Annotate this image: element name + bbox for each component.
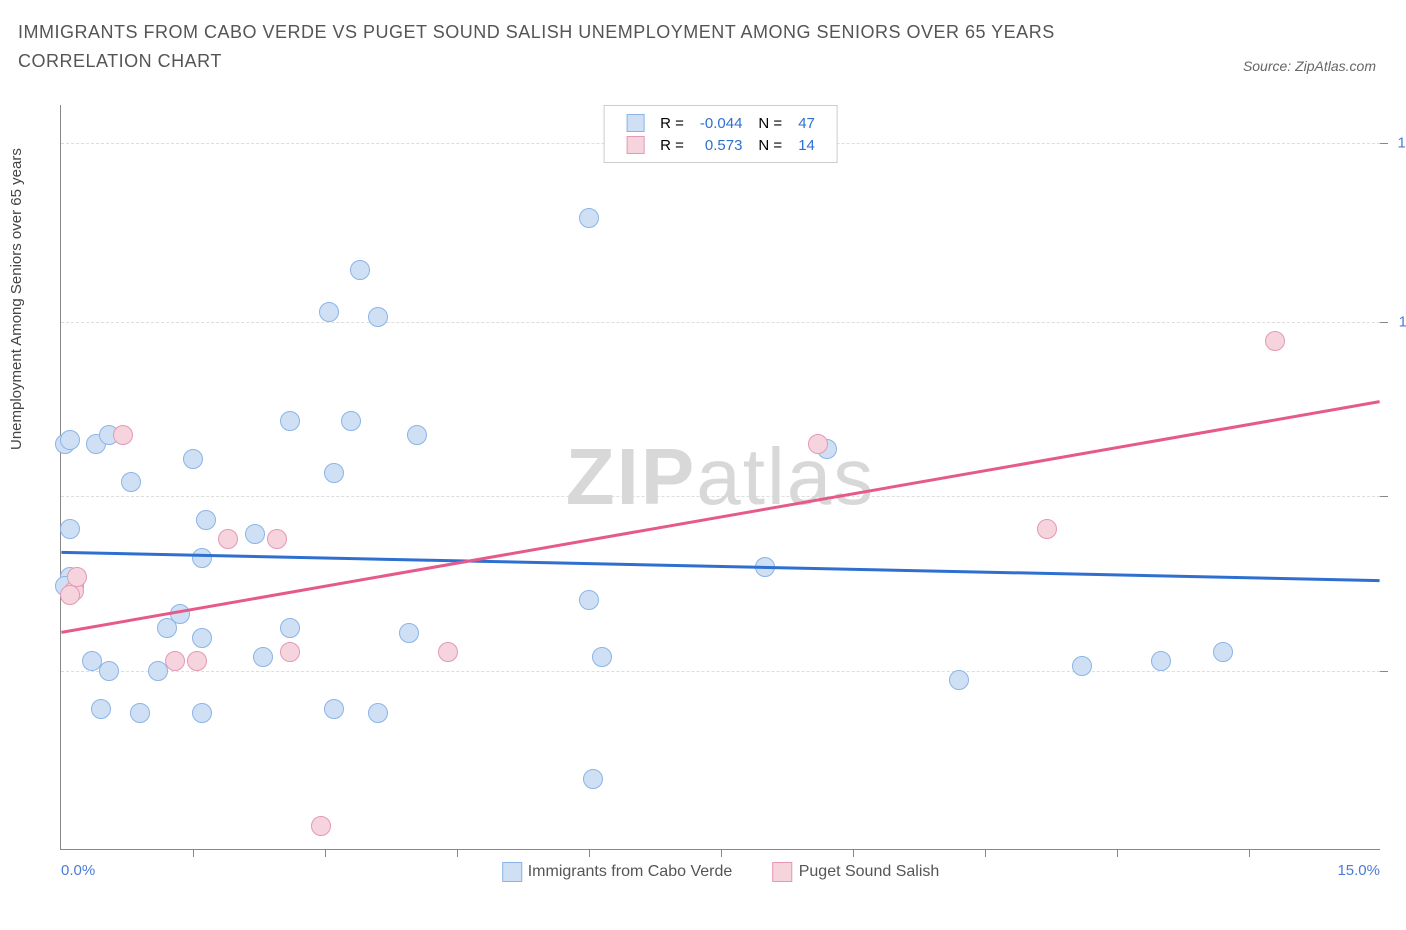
legend-series: Immigrants from Cabo Verde Puget Sound S… (484, 862, 958, 882)
gridline (61, 322, 1380, 323)
data-point (187, 651, 207, 671)
swatch-series-b (626, 136, 644, 154)
data-point (67, 567, 87, 587)
data-point (82, 651, 102, 671)
data-point (341, 411, 361, 431)
data-point (350, 260, 370, 280)
legend-row-series-a: R = -0.044 N = 47 (618, 112, 823, 134)
x-tick-mark (853, 849, 854, 857)
x-tick-mark (457, 849, 458, 857)
y-tick-mark (1380, 322, 1388, 323)
data-point (192, 628, 212, 648)
data-point (165, 651, 185, 671)
x-tick-min: 0.0% (61, 862, 95, 879)
data-point (319, 302, 339, 322)
data-point (91, 699, 111, 719)
legend-stats: R = -0.044 N = 47 R = 0.573 N = 14 (603, 105, 838, 163)
data-point (192, 548, 212, 568)
r-label: R = (652, 112, 692, 134)
data-point (60, 585, 80, 605)
data-point (1151, 651, 1171, 671)
data-point (399, 623, 419, 643)
data-point (311, 816, 331, 836)
data-point (808, 434, 828, 454)
data-point (280, 411, 300, 431)
regression-line (61, 552, 1379, 580)
data-point (130, 703, 150, 723)
data-point (196, 510, 216, 530)
data-point (755, 557, 775, 577)
data-point (113, 425, 133, 445)
r-value-b: 0.573 (692, 134, 751, 156)
data-point (280, 642, 300, 662)
n-label: N = (750, 134, 790, 156)
data-point (192, 703, 212, 723)
scatter-chart: ZIPatlas R = -0.044 N = 47 R = 0.573 N =… (60, 105, 1380, 850)
data-point (157, 618, 177, 638)
data-point (253, 647, 273, 667)
x-tick-mark (1117, 849, 1118, 857)
swatch-series-a-icon (502, 862, 522, 882)
gridline (61, 671, 1380, 672)
data-point (245, 524, 265, 544)
data-point (949, 670, 969, 690)
y-tick-label: 11.2% (1399, 313, 1406, 330)
x-tick-mark (193, 849, 194, 857)
data-point (121, 472, 141, 492)
chart-title: IMMIGRANTS FROM CABO VERDE VS PUGET SOUN… (18, 18, 1118, 76)
data-point (324, 463, 344, 483)
x-tick-mark (589, 849, 590, 857)
data-point (407, 425, 427, 445)
x-tick-mark (985, 849, 986, 857)
series-b-name: Puget Sound Salish (799, 863, 940, 880)
data-point (60, 430, 80, 450)
data-point (438, 642, 458, 662)
data-point (592, 647, 612, 667)
data-point (579, 208, 599, 228)
data-point (1072, 656, 1092, 676)
data-point (1037, 519, 1057, 539)
x-tick-mark (721, 849, 722, 857)
data-point (368, 307, 388, 327)
x-tick-max: 15.0% (1337, 862, 1380, 879)
data-point (1265, 331, 1285, 351)
swatch-series-b-icon (773, 862, 793, 882)
data-point (267, 529, 287, 549)
data-point (1213, 642, 1233, 662)
r-value-a: -0.044 (692, 112, 751, 134)
swatch-series-a (626, 114, 644, 132)
data-point (583, 769, 603, 789)
x-tick-mark (1249, 849, 1250, 857)
data-point (60, 519, 80, 539)
source-attribution: Source: ZipAtlas.com (1243, 58, 1376, 74)
data-point (324, 699, 344, 719)
data-point (579, 590, 599, 610)
n-label: N = (750, 112, 790, 134)
data-point (183, 449, 203, 469)
data-point (280, 618, 300, 638)
data-point (368, 703, 388, 723)
x-tick-mark (325, 849, 326, 857)
data-point (218, 529, 238, 549)
r-label: R = (652, 134, 692, 156)
y-tick-mark (1380, 496, 1388, 497)
data-point (99, 661, 119, 681)
n-value-b: 14 (790, 134, 823, 156)
y-tick-mark (1380, 671, 1388, 672)
series-a-name: Immigrants from Cabo Verde (528, 863, 733, 880)
y-tick-mark (1380, 143, 1388, 144)
n-value-a: 47 (790, 112, 823, 134)
legend-row-series-b: R = 0.573 N = 14 (618, 134, 823, 156)
y-axis-label: Unemployment Among Seniors over 65 years (8, 148, 25, 450)
y-tick-label: 15.0% (1397, 134, 1406, 151)
